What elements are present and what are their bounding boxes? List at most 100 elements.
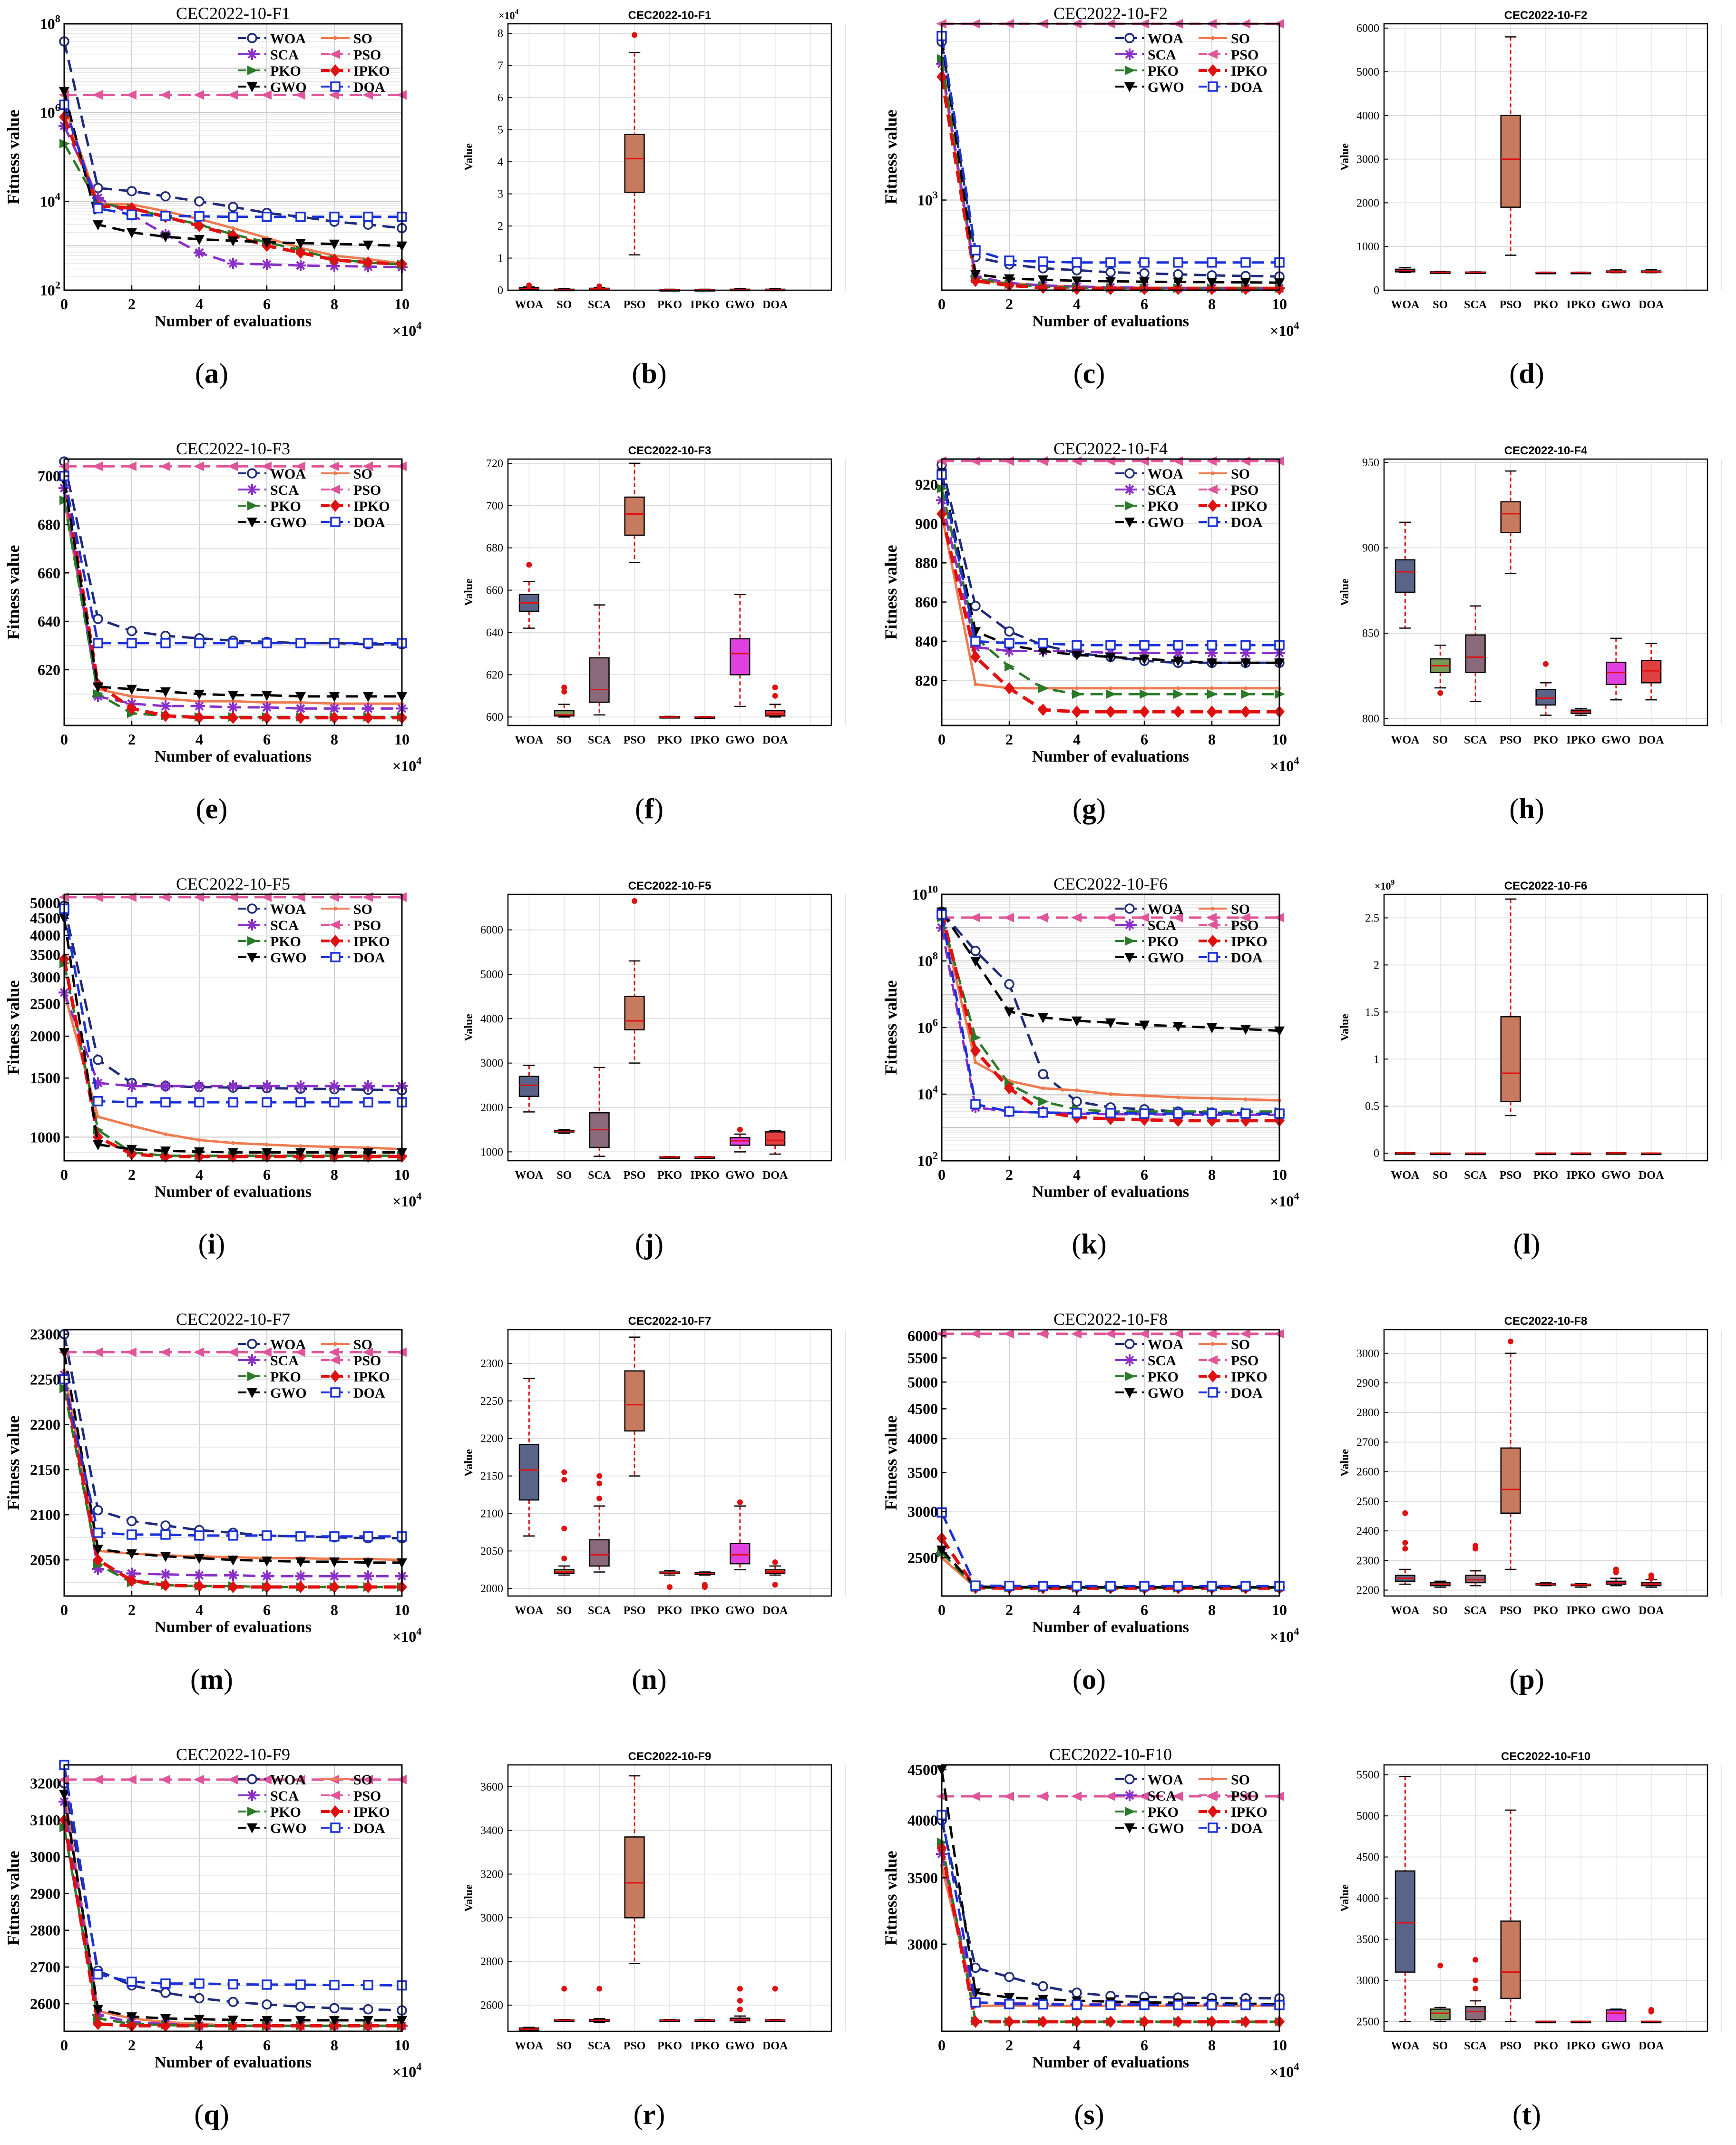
chart-title: CEC2022-10-F3 xyxy=(628,444,712,457)
data-point-pso xyxy=(1071,1329,1082,1339)
axes-frame xyxy=(63,1329,403,1597)
legend-label-pso: PSO xyxy=(1231,918,1258,933)
data-point-gwo xyxy=(1105,277,1116,287)
data-point-doa xyxy=(127,1097,137,1107)
legend-marker-sca xyxy=(246,919,258,930)
chart-title: CEC2022-10-F1 xyxy=(628,9,712,22)
data-point-woa xyxy=(194,1993,205,2004)
legend-label-ipko: IPKO xyxy=(353,934,390,950)
x-tick-label: 2 xyxy=(128,1601,136,1618)
axes-frame xyxy=(941,23,1280,291)
y-tick-label: 2700 xyxy=(30,1959,60,1976)
data-point-doa xyxy=(363,1979,373,1990)
box-pso xyxy=(1500,115,1521,208)
outlier-sca xyxy=(596,283,603,289)
axes-frame xyxy=(63,458,403,726)
line-chart-15: CEC2022-10-F8 2500 3000 3500 4000 4500 5000 550… xyxy=(881,1310,1299,1645)
legend-marker-sca xyxy=(246,484,258,495)
data-point-woa xyxy=(1038,1981,1048,1992)
y-tick-label: 2900 xyxy=(1356,1377,1379,1390)
y-tick-label: 3000 xyxy=(907,1936,938,1953)
data-point-ipko xyxy=(363,256,373,269)
y-tick-label: 4500 xyxy=(907,1400,938,1417)
y-axis-label: Value xyxy=(1339,143,1351,171)
panel-label: (c) xyxy=(1073,358,1105,389)
data-point-sca xyxy=(194,700,205,712)
data-point-doa xyxy=(1240,2000,1251,2010)
x-tick-label: WOA xyxy=(515,2040,544,2052)
data-point-doa xyxy=(262,1097,272,1107)
data-point-ipko xyxy=(329,1581,340,1594)
x-tick-label: 2 xyxy=(1005,731,1013,748)
legend-marker-pko xyxy=(1125,1807,1135,1816)
data-point-doa xyxy=(194,1530,205,1541)
legend-marker-gwo xyxy=(1124,953,1135,963)
data-point-ipko xyxy=(194,219,205,232)
data-point-ipko xyxy=(1105,283,1116,295)
box-woa xyxy=(518,1076,539,1097)
x-tick-label: 0 xyxy=(60,731,68,748)
y-tick-label: 3500 xyxy=(30,946,60,963)
outlier-sca xyxy=(1473,1543,1479,1549)
outlier-gwo xyxy=(737,1986,743,1992)
data-point-gwo xyxy=(160,1552,171,1562)
data-point-ipko xyxy=(1139,2015,1150,2028)
panel-label: (t) xyxy=(1512,2099,1541,2130)
y-tick-label: 840 xyxy=(915,633,938,650)
x-axis-exponent: ×104 xyxy=(1270,2061,1299,2080)
outlier-doa xyxy=(1648,2007,1654,2013)
legend-marker-pso xyxy=(1207,1791,1218,1800)
data-point-pso xyxy=(92,1347,103,1357)
panel-label: (a) xyxy=(195,358,228,389)
legend-marker-so xyxy=(1211,1342,1215,1346)
data-point-so xyxy=(231,226,235,230)
chart-title: CEC2022-10-F3 xyxy=(176,439,290,458)
legend-label-woa: WOA xyxy=(270,466,306,482)
x-axis-exponent: ×104 xyxy=(392,1190,421,1210)
x-tick-label: DOA xyxy=(1638,299,1664,311)
data-point-woa xyxy=(93,1055,103,1065)
data-point-gwo xyxy=(1105,652,1116,663)
x-tick-label: SCA xyxy=(588,1169,611,1182)
data-point-pko xyxy=(1038,1097,1049,1107)
y-tick-label: 2000 xyxy=(480,1102,503,1114)
box-pso xyxy=(1500,501,1521,533)
line-chart-7: CEC2022-10-F4 820 840 860 880 900 920 0 2 4 6 8 10 Nu… xyxy=(881,439,1299,774)
x-tick-label: 4 xyxy=(195,295,203,313)
legend-label-woa: WOA xyxy=(1148,466,1183,482)
y-tick-label: 4500 xyxy=(907,1761,938,1778)
data-point-pso xyxy=(1037,1329,1048,1339)
data-point-ipko xyxy=(1173,705,1183,718)
y-tick-label: 4000 xyxy=(907,1812,938,1829)
x-tick-label: 4 xyxy=(1073,295,1081,313)
data-point-so xyxy=(231,1141,235,1145)
legend-marker-woa xyxy=(1124,33,1135,43)
data-point-doa xyxy=(1105,1108,1116,1118)
data-point-so xyxy=(1075,686,1079,690)
legend-marker-sca xyxy=(1124,1790,1135,1801)
data-point-so xyxy=(197,1138,201,1142)
data-point-ipko xyxy=(228,1581,238,1594)
y-tick-label: 106 xyxy=(917,1017,938,1036)
data-point-ipko xyxy=(194,2019,205,2032)
box-gwo xyxy=(1606,2009,1627,2022)
y-tick-label: 3200 xyxy=(480,1869,503,1881)
data-point-so xyxy=(299,1144,302,1148)
data-point-doa xyxy=(1004,1106,1014,1117)
x-tick-label: IPKO xyxy=(690,1605,719,1617)
legend-marker-doa xyxy=(330,1387,341,1398)
legend-marker-so xyxy=(333,1342,337,1346)
data-point-doa xyxy=(93,1969,103,1980)
data-point-doa xyxy=(160,211,171,221)
x-tick-label: WOA xyxy=(1391,1605,1420,1617)
data-point-sca xyxy=(227,701,239,713)
legend-marker-sca xyxy=(1124,1354,1135,1366)
outlier-doa xyxy=(772,1559,778,1566)
data-point-gwo xyxy=(93,1140,103,1150)
data-point-gwo xyxy=(970,957,981,967)
data-point-ipko xyxy=(1038,704,1048,716)
x-tick-label: 4 xyxy=(1073,1601,1081,1618)
x-tick-label: SO xyxy=(556,299,572,311)
x-axis-label: Number of evaluations xyxy=(155,313,312,330)
x-tick-label: 6 xyxy=(1141,1166,1148,1183)
